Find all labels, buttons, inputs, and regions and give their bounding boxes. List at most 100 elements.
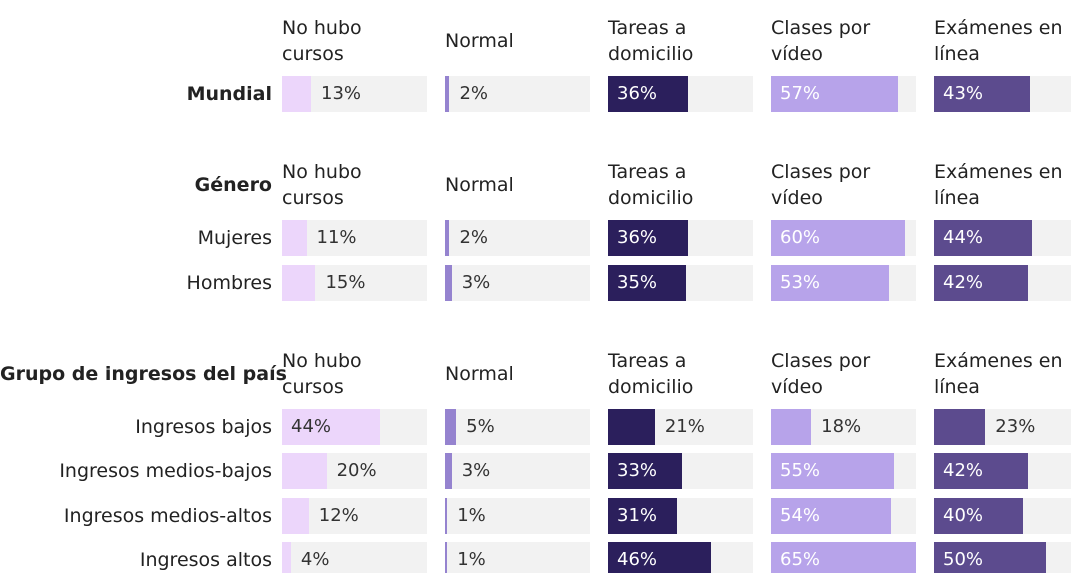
bar <box>934 497 1024 534</box>
group-label: Mundial <box>186 83 272 105</box>
bar <box>282 497 309 534</box>
value-label: 44% <box>291 415 332 437</box>
bar-track <box>282 542 427 573</box>
value-label: 33% <box>617 460 658 481</box>
bar <box>282 408 381 445</box>
column-header: No hubo cursos <box>282 17 362 65</box>
bar <box>771 220 905 256</box>
value-label: 23% <box>995 415 1036 437</box>
value-label: 42% <box>943 271 984 293</box>
value-label: 13% <box>321 83 362 104</box>
bar <box>934 408 986 445</box>
bar <box>771 542 916 573</box>
column-header: Tareas a domicilio <box>608 17 694 65</box>
row-label: Ingresos medios-altos <box>63 504 272 527</box>
value-label: 1% <box>457 504 486 526</box>
value-label: 18% <box>821 415 862 437</box>
value-label: 50% <box>943 549 984 570</box>
bar <box>445 542 448 573</box>
value-label: 36% <box>617 227 658 248</box>
value-label: 2% <box>459 83 489 104</box>
bar-track <box>445 76 590 112</box>
bar <box>282 453 327 489</box>
bar <box>608 453 682 489</box>
group-label: Grupo de ingresos del país <box>0 362 287 385</box>
bar <box>445 220 450 256</box>
value-label: 55% <box>780 460 821 481</box>
bar <box>282 76 311 112</box>
value-label: 53% <box>780 271 821 293</box>
value-label: 5% <box>466 415 495 437</box>
value-label: 1% <box>457 549 486 570</box>
bar-track <box>445 497 590 534</box>
bar <box>282 264 316 301</box>
bar <box>934 542 1046 573</box>
bar <box>445 76 450 112</box>
bar-track <box>445 542 590 573</box>
value-label: 11% <box>316 227 357 248</box>
bar <box>608 408 655 445</box>
bar <box>282 542 291 573</box>
value-label: 12% <box>318 504 359 526</box>
bar-track <box>445 264 590 301</box>
bar <box>282 220 307 256</box>
bar <box>608 497 678 534</box>
value-label: 54% <box>780 504 821 526</box>
value-label: 36% <box>617 83 658 104</box>
bar <box>445 408 457 445</box>
column-header: Exámenes en línea <box>934 349 1063 398</box>
group-label: Género <box>194 174 272 196</box>
bar <box>934 453 1028 489</box>
bar <box>771 497 892 534</box>
row-label: Mujeres <box>197 227 272 249</box>
bar <box>608 542 711 573</box>
bar <box>771 264 890 301</box>
bar <box>934 220 1033 256</box>
column-header: Exámenes en línea <box>934 17 1063 65</box>
bar <box>934 76 1030 112</box>
row-label: Ingresos medios-bajos <box>59 460 272 482</box>
value-label: 35% <box>617 271 658 293</box>
value-label: 65% <box>780 549 821 570</box>
column-header: Clases por vídeo <box>771 17 871 65</box>
value-label: 15% <box>325 271 366 293</box>
column-header: No hubo cursos <box>282 161 362 209</box>
value-label: 2% <box>459 227 489 248</box>
value-label: 46% <box>617 549 658 570</box>
bar <box>771 76 899 112</box>
value-label: 3% <box>461 460 491 481</box>
bar <box>608 264 687 301</box>
row-label: Ingresos bajos <box>135 415 272 438</box>
bar <box>608 220 689 256</box>
bar <box>445 264 452 301</box>
value-label: 3% <box>461 271 491 293</box>
column-header: Normal <box>445 362 514 385</box>
column-header: Clases por vídeo <box>771 349 871 398</box>
bar-track <box>445 408 590 445</box>
column-header: Exámenes en línea <box>934 161 1063 209</box>
column-header: Normal <box>445 30 514 52</box>
value-label: 57% <box>780 83 821 104</box>
column-header: Clases por vídeo <box>771 161 871 209</box>
value-label: 40% <box>943 504 984 526</box>
value-label: 4% <box>300 549 330 570</box>
bar <box>934 264 1028 301</box>
value-label: 21% <box>664 415 705 437</box>
row-label: Hombres <box>186 271 272 294</box>
bar <box>445 453 452 489</box>
value-label: 31% <box>617 504 658 526</box>
value-label: 20% <box>336 460 377 481</box>
column-header: No hubo cursos <box>282 349 362 398</box>
value-label: 44% <box>943 227 984 248</box>
column-header: Normal <box>445 174 514 196</box>
column-header: Tareas a domicilio <box>608 161 694 209</box>
column-header: Tareas a domicilio <box>608 349 694 398</box>
bar <box>771 453 894 489</box>
value-label: 60% <box>780 227 821 248</box>
bar <box>771 408 812 445</box>
bar <box>608 76 689 112</box>
row-label: Ingresos altos <box>139 549 272 571</box>
bar-track <box>445 220 590 256</box>
value-label: 42% <box>943 460 984 481</box>
